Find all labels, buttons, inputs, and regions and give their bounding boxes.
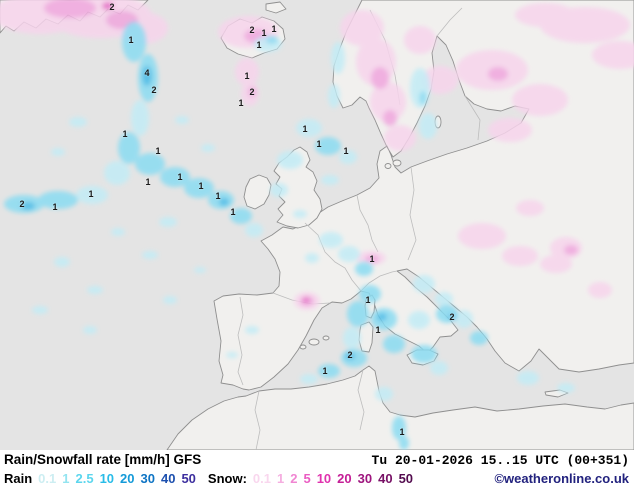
map-title: Rain/Snowfall rate [mm/h] GFS: [4, 452, 202, 467]
footer: Rain/Snowfall rate [mm/h] GFS Tu 20-01-2…: [0, 450, 634, 490]
precip-value-marker: 1: [322, 366, 328, 376]
precip-value-marker: 1: [365, 295, 371, 305]
rain-overlay: [4, 22, 575, 450]
precip-value-marker: 1: [244, 71, 250, 81]
precip-value-marker: 1: [215, 191, 221, 201]
precip-value-marker: 1: [52, 202, 58, 212]
legend-value: 40: [378, 471, 393, 486]
legend-value: 10: [99, 471, 115, 486]
legend-value: 30: [140, 471, 155, 486]
precip-value-marker: 1: [261, 28, 267, 38]
legend-value: 10: [316, 471, 332, 486]
precip-value-marker: 1: [122, 129, 128, 139]
snow-overlay: [0, 0, 634, 310]
precip-value-marker: 1: [256, 40, 262, 50]
small-arctic-island: [265, 1, 287, 14]
legend-value: 50: [181, 471, 196, 486]
precip-value-marker: 1: [198, 181, 204, 191]
legend-value: 2.5: [75, 471, 94, 486]
legend-value: 0.1: [38, 471, 57, 486]
copyright-link[interactable]: ©weatheronline.co.uk: [494, 471, 629, 486]
ibiza-island: [299, 344, 307, 350]
precip-value-marker: 4: [144, 68, 150, 78]
footer-title-row: Rain/Snowfall rate [mm/h] GFS Tu 20-01-2…: [4, 451, 629, 470]
legend-value: 1: [276, 471, 285, 486]
precip-value-marker: 2: [449, 312, 455, 322]
legend-rain-label: Rain: [4, 471, 33, 486]
precip-value-marker: 1: [271, 24, 277, 34]
europe-precipitation-map: [0, 0, 634, 450]
precip-value-marker: 2: [347, 350, 353, 360]
legend-value: 20: [337, 471, 352, 486]
precip-value-marker: 1: [145, 177, 151, 187]
precip-value-marker: 1: [399, 427, 405, 437]
precip-value-marker: 2: [19, 199, 25, 209]
precip-value-marker: 1: [238, 98, 244, 108]
legend-value: 20: [120, 471, 135, 486]
zealand-island: [392, 159, 402, 167]
ireland-coast: [243, 174, 272, 210]
legend-snow-values: 0.1 1 2 5 10 20 30 40 50: [253, 470, 413, 488]
legend-rain-values: 0.1 1 2.5 10 20 30 40 50: [38, 470, 196, 488]
map-datetime: Tu 20-01-2026 15..15 UTC (00+351): [371, 453, 629, 468]
footer-legend-row: Rain 0.1 1 2.5 10 20 30 40 50 Snow: 0.1 1 2 5 10 20 3…: [4, 470, 629, 488]
precip-value-marker: 2: [151, 85, 157, 95]
precip-value-marker: 1: [177, 172, 183, 182]
precip-value-marker: 1: [302, 124, 308, 134]
precip-value-marker: 2: [249, 25, 255, 35]
precip-value-marker: 2: [109, 2, 115, 12]
north-africa-coast: [166, 365, 634, 450]
precip-value-marker: 1: [316, 139, 322, 149]
funen-island: [384, 163, 392, 169]
legend-value: 0.1: [252, 471, 271, 486]
majorca-island: [308, 338, 320, 346]
minorca-island: [322, 335, 330, 341]
legend-value: 2: [290, 471, 298, 486]
precip-value-marker: 1: [369, 254, 375, 264]
legend-value: 1: [62, 471, 70, 486]
precip-value-marker: 1: [230, 207, 236, 217]
legend-value: 30: [357, 471, 373, 486]
legend-value: 50: [398, 471, 414, 486]
precip-value-marker: 1: [128, 35, 134, 45]
precip-value-marker: 1: [155, 146, 161, 156]
legend-value: 5: [303, 471, 311, 486]
precip-value-marker: 1: [375, 325, 381, 335]
legend-value: 40: [160, 471, 176, 486]
precip-value-marker: 2: [249, 87, 255, 97]
legend-snow-label: Snow:: [207, 471, 247, 486]
legend: Rain 0.1 1 2.5 10 20 30 40 50 Snow: 0.1 1 2 5 10 20 3…: [4, 470, 413, 488]
precip-value-marker: 1: [343, 146, 349, 156]
precip-value-marker: 1: [88, 189, 94, 199]
